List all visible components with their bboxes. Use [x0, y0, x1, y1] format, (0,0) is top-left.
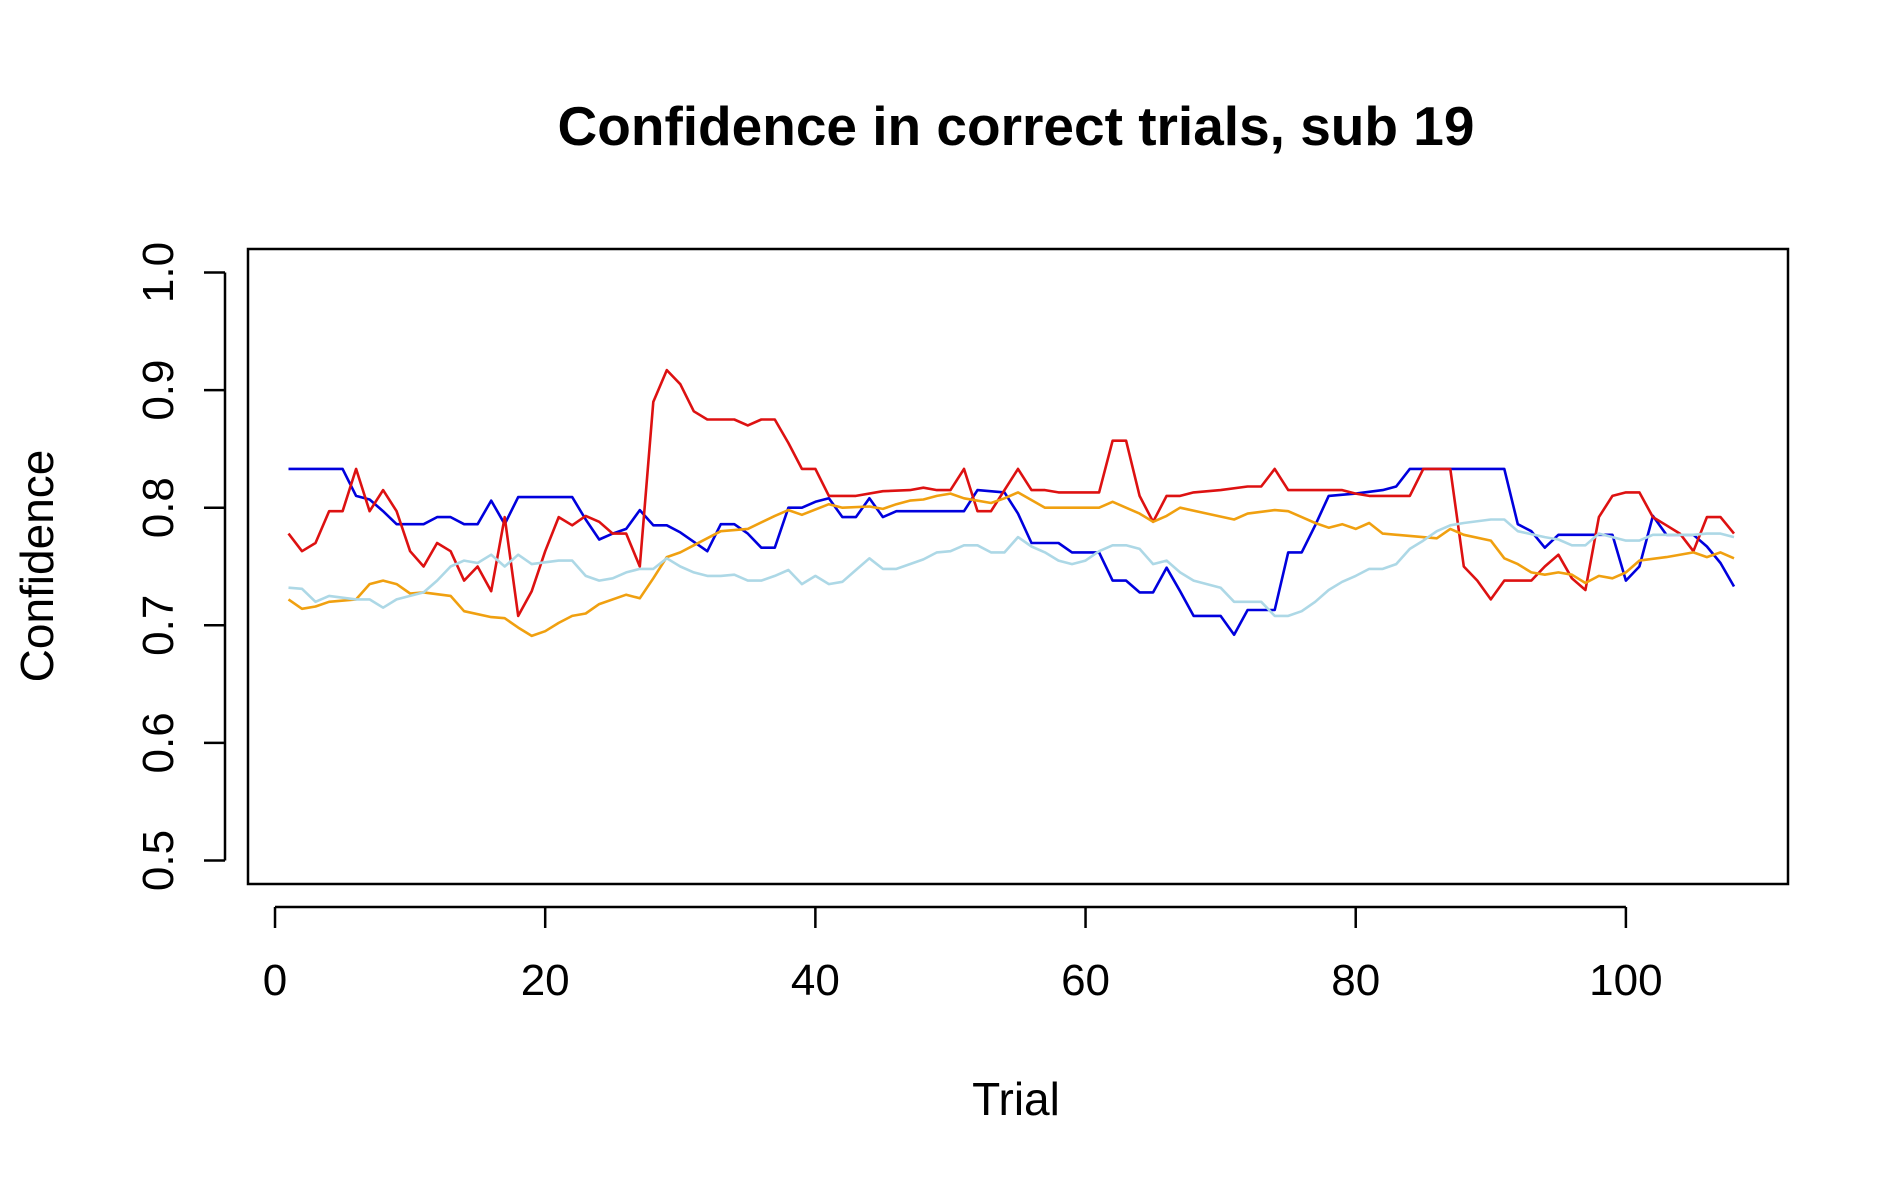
series-line-2 [287, 368, 1736, 618]
x-axis-label: Trial [972, 1073, 1060, 1125]
x-tick-label: 60 [1061, 956, 1110, 1005]
series-line-3 [287, 491, 1735, 638]
x-tick-label: 20 [521, 956, 570, 1005]
y-axis-label: Confidence [11, 450, 63, 683]
y-tick-label: 1.0 [134, 242, 183, 303]
x-tick-label: 100 [1589, 956, 1662, 1005]
chart-title: Confidence in correct trials, sub 19 [558, 95, 1475, 157]
plot-frame [246, 247, 1790, 886]
y-tick-label: 0.8 [134, 477, 183, 538]
y-tick-label: 0.9 [134, 360, 183, 421]
y-tick-label: 0.6 [134, 712, 183, 773]
series-layer [287, 368, 1736, 638]
x-tick-label: 40 [791, 956, 840, 1005]
series-line-4 [288, 518, 1735, 618]
series-line-1 [288, 467, 1736, 636]
x-axis: 0 20 40 60 80 100 [263, 905, 1663, 1005]
x-tick-label: 0 [263, 956, 287, 1005]
y-axis: 0.5 0.6 0.7 0.8 0.9 1.0 [134, 242, 227, 891]
x-tick-label: 80 [1331, 956, 1380, 1005]
y-tick-label: 0.7 [134, 595, 183, 656]
y-tick-label: 0.5 [134, 830, 183, 891]
